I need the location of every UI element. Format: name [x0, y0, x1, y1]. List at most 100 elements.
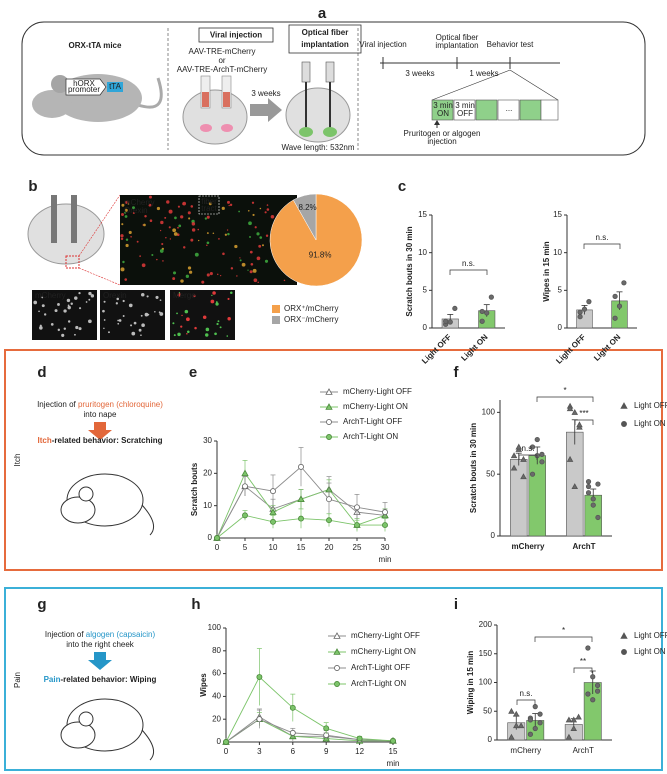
itch-frame — [4, 349, 663, 571]
cell — [121, 223, 124, 226]
cell — [141, 323, 145, 328]
marker — [577, 314, 583, 320]
cell — [209, 272, 213, 276]
cell — [154, 310, 156, 313]
cell — [169, 238, 172, 240]
zoom-line — [431, 69, 511, 101]
marker — [571, 408, 579, 415]
injection-site — [221, 124, 233, 132]
cell — [181, 314, 183, 317]
cell — [125, 243, 129, 248]
marker — [447, 319, 453, 325]
cell — [266, 204, 269, 206]
y-tick-label: 10 — [553, 248, 562, 257]
implant-title: Optical fiber — [302, 28, 349, 37]
promoter-label: promoter — [68, 85, 100, 94]
marker — [590, 674, 596, 680]
cell — [41, 296, 44, 299]
promoter-label: hORX — [73, 79, 95, 88]
legend-marker — [620, 402, 628, 409]
marker — [289, 729, 296, 736]
cell — [161, 242, 164, 246]
marker — [520, 473, 527, 480]
marker — [570, 716, 578, 723]
zoom-line — [509, 69, 559, 101]
cell — [206, 215, 210, 219]
cell — [165, 237, 167, 239]
cell — [176, 312, 178, 315]
legend-label: ArchT-Light ON — [343, 432, 398, 441]
cell — [182, 203, 184, 205]
y-tick-label: 50 — [486, 469, 495, 478]
fiber-holder — [301, 61, 311, 83]
y-tick-label: 30 — [203, 436, 212, 445]
cell — [118, 319, 122, 322]
cell — [67, 304, 70, 307]
x-tick-label: 0 — [224, 747, 229, 756]
marker — [585, 478, 592, 485]
cell — [180, 279, 184, 283]
cell — [259, 207, 262, 210]
block-label: ... — [506, 104, 513, 113]
legend-swatch — [272, 305, 280, 313]
cell — [190, 205, 194, 208]
cell — [194, 252, 199, 257]
construct: AAV-TRE-mCherry — [189, 47, 256, 56]
cell — [121, 213, 124, 216]
cell — [187, 211, 191, 215]
cell — [159, 249, 164, 253]
marker — [256, 674, 263, 680]
arrowhead — [434, 120, 440, 125]
legend-marker — [325, 403, 333, 410]
cell — [63, 327, 67, 330]
cell — [166, 200, 170, 204]
cell — [162, 260, 164, 262]
cell — [256, 256, 261, 261]
significance-label: *** — [579, 409, 588, 418]
behavior-text-part: Pain — [44, 675, 61, 684]
inset-label: mCherry — [35, 291, 66, 300]
y-tick-label: 100 — [208, 623, 222, 632]
marker — [390, 737, 396, 744]
cell — [124, 208, 128, 212]
cell — [159, 229, 162, 232]
x-tick-label: mCherry — [512, 542, 545, 551]
marker — [289, 704, 296, 711]
marker — [585, 691, 591, 697]
cell — [174, 216, 177, 220]
legend-label: Light ON — [634, 647, 666, 656]
cell — [117, 319, 120, 322]
y-tick-label: 20 — [212, 714, 221, 723]
brain — [182, 89, 248, 145]
marker — [298, 515, 304, 522]
cell — [57, 328, 61, 332]
cell — [228, 204, 230, 207]
cell — [140, 292, 145, 297]
brain — [285, 87, 351, 143]
panel-letter: b — [28, 178, 37, 195]
cell — [75, 325, 79, 330]
cell — [115, 302, 118, 305]
x-tick-label: 15 — [389, 747, 398, 756]
marker — [270, 488, 276, 495]
cell — [202, 315, 207, 319]
y-tick-label: 150 — [479, 649, 493, 658]
cell — [173, 232, 178, 236]
cell — [258, 244, 262, 248]
cell — [226, 335, 229, 337]
marker — [510, 452, 518, 459]
slice-label: 8.2% — [298, 203, 316, 212]
mouse-ear — [51, 75, 69, 93]
cell — [120, 237, 124, 241]
y-tick-label: 60 — [212, 669, 221, 678]
cell — [205, 327, 210, 332]
marker — [565, 716, 573, 723]
cell — [259, 236, 263, 239]
block-label: OFF — [457, 109, 473, 118]
cell — [184, 309, 189, 314]
cell — [249, 236, 251, 238]
cell — [159, 299, 162, 302]
cell — [283, 279, 286, 282]
legend-marker — [333, 632, 341, 639]
